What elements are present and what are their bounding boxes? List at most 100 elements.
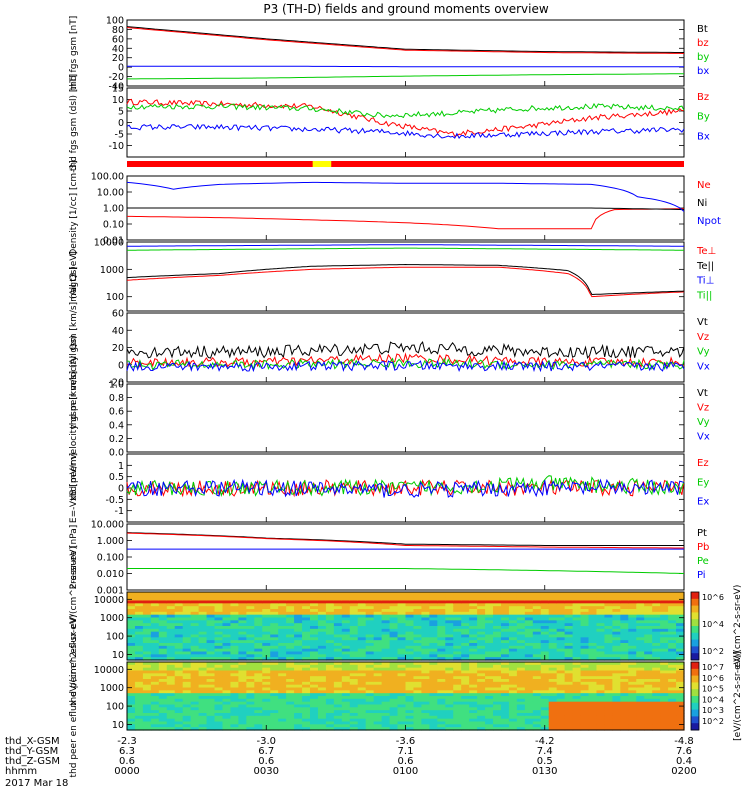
colorbar-step <box>691 682 699 687</box>
spectrogram-cell <box>270 698 279 703</box>
spectrogram-cell <box>206 626 216 630</box>
spectrogram-cell <box>453 684 462 689</box>
spectrogram-cell <box>174 623 184 627</box>
spectrogram-cell <box>222 727 232 731</box>
spectrogram-cell <box>437 662 446 666</box>
legend-entry: Ez <box>697 458 709 469</box>
spectrogram-cell <box>548 693 558 697</box>
spectrogram-cell <box>294 667 303 672</box>
spectrogram-cell <box>286 710 295 714</box>
spectrogram-cell <box>572 628 582 633</box>
spectrogram-cell <box>676 620 685 624</box>
spectrogram-cell <box>620 614 629 619</box>
spectrogram-cell <box>317 648 327 653</box>
spectrogram-cell <box>564 626 574 630</box>
spectrogram-cell <box>373 592 383 596</box>
spectrogram-cell <box>325 715 335 720</box>
spectrogram-cell <box>341 648 351 653</box>
spectrogram-cell <box>564 592 574 596</box>
spectrogram-cell <box>325 603 335 607</box>
spectrogram-cell <box>445 640 454 644</box>
spectrogram-cell <box>461 664 470 669</box>
colorbar-step <box>691 692 699 697</box>
spectrogram-cell <box>660 701 669 706</box>
spectrogram-cell <box>341 645 351 650</box>
spectrogram-cell <box>604 679 613 683</box>
spectrogram-cell <box>286 693 295 697</box>
spectrogram-cell <box>588 727 598 731</box>
spectrogram-cell <box>445 667 454 672</box>
y-axis-label: thd fgs gsm [nT] <box>69 16 79 91</box>
spectrogram-cell <box>524 640 534 644</box>
spectrogram-cell <box>644 597 653 602</box>
spectrogram-cell <box>500 637 510 641</box>
spectrogram-cell <box>214 673 224 677</box>
spectrogram-cell <box>341 631 351 636</box>
spectrogram-cell <box>341 628 351 633</box>
spectrogram-cell <box>302 628 311 633</box>
spectrogram-cell <box>500 648 510 653</box>
spectrogram-cell <box>365 724 375 728</box>
spectrogram-cell <box>174 614 184 619</box>
spectrogram-cell <box>333 623 343 627</box>
spectrogram-cell <box>556 643 566 647</box>
spectrogram-cell <box>270 631 279 636</box>
spectrogram-cell <box>548 654 558 658</box>
spectrogram-cell <box>556 713 566 717</box>
spectrogram-cell <box>230 710 239 714</box>
spectrogram-cell <box>246 684 255 689</box>
spectrogram-cell <box>644 704 653 708</box>
spectrogram-cell <box>190 721 200 725</box>
spectrogram-cell <box>668 715 677 720</box>
spectrogram-cell <box>477 679 486 683</box>
panel-9: 10^610^410^2 eV/(cm^2-s-sr-eV)10000100010… <box>69 546 743 706</box>
spectrogram-cell <box>142 662 152 666</box>
colorbar-step <box>691 653 699 658</box>
spectrogram-cell <box>620 684 629 689</box>
spectrogram-cell <box>596 637 606 641</box>
spectrogram-cell <box>222 684 232 689</box>
spectrogram-cell <box>676 713 685 717</box>
spectrogram-cell <box>262 651 271 655</box>
y-tick-label: 0.2 <box>109 434 124 445</box>
spectrogram-cell <box>429 620 438 624</box>
spectrogram-cell <box>365 651 375 655</box>
spectrogram-cell <box>604 623 613 627</box>
spectrogram-cell <box>644 648 653 653</box>
spectrogram-cell <box>508 606 518 610</box>
spectrogram-cell <box>198 670 208 674</box>
spectrogram-cell <box>676 664 685 669</box>
spectrogram-cell <box>333 620 343 624</box>
spectrogram-cell <box>405 594 415 599</box>
spectrogram-cell <box>134 597 144 602</box>
spectrogram-cell <box>508 651 518 655</box>
spectrogram-cell <box>389 592 399 596</box>
spectrogram-cell <box>556 704 566 708</box>
spectrogram-cell <box>421 673 430 677</box>
spectrogram-cell <box>373 673 383 677</box>
spectrogram-cell <box>389 673 399 677</box>
spectrogram-cell <box>604 594 613 599</box>
spectrogram-cell <box>548 676 558 680</box>
spectrogram-cell <box>182 664 192 669</box>
spectrogram-cell <box>485 727 494 731</box>
spectrogram-cell <box>668 628 677 633</box>
spectrogram-cell <box>381 617 391 621</box>
spectrogram-cell <box>500 651 510 655</box>
spectrogram-cell <box>572 684 582 689</box>
spectrogram-cell <box>564 620 574 624</box>
spectrogram-cell <box>644 600 653 604</box>
spectrogram-cell <box>453 614 462 619</box>
spectrogram-cell <box>134 651 144 655</box>
spectrogram-cell <box>174 606 184 610</box>
spectrogram-cell <box>524 611 534 616</box>
spectrogram-cell <box>134 631 144 636</box>
spectrogram-cell <box>485 701 494 706</box>
spectrogram-cell <box>564 679 574 683</box>
spectrogram-cell <box>254 707 263 711</box>
spectrogram-cell <box>644 603 653 607</box>
spectrogram-cell <box>134 727 144 731</box>
spectrogram-cell <box>421 626 430 630</box>
spectrogram-cell <box>397 664 407 669</box>
